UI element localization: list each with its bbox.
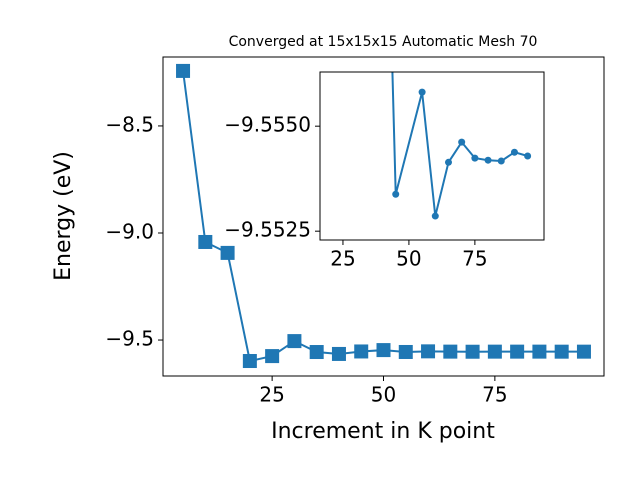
- data-point: [465, 344, 480, 359]
- axes-frame: [162, 56, 605, 377]
- x-tick-label: 25: [259, 383, 284, 407]
- data-point: [331, 346, 346, 361]
- chart-title: Converged at 15x15x15 Automatic Mesh 70: [229, 34, 538, 50]
- data-point: [198, 234, 213, 249]
- data-point: [421, 344, 436, 359]
- data-point: [510, 344, 525, 359]
- data-point: [471, 154, 479, 162]
- data-point: [554, 344, 569, 359]
- y-tick-label: −9.0: [105, 219, 154, 243]
- data-point: [354, 344, 369, 359]
- x-tick-label: 50: [371, 383, 396, 407]
- y-axis-label: Energy (eV): [51, 151, 76, 281]
- x-tick-label: 75: [462, 247, 487, 271]
- data-point: [392, 190, 400, 198]
- data-point: [176, 63, 191, 78]
- axes-frame: [319, 71, 545, 241]
- data-point: [431, 212, 439, 220]
- x-axis-label: Increment in K point: [271, 419, 495, 444]
- data-point: [484, 156, 492, 164]
- y-tick-label: −9.5550: [224, 113, 311, 137]
- x-tick-label: 75: [482, 383, 507, 407]
- data-point: [443, 344, 458, 359]
- x-tick-label: 50: [396, 247, 421, 271]
- data-point: [497, 157, 505, 165]
- data-point: [444, 158, 452, 166]
- data-point: [418, 88, 426, 96]
- data-point: [242, 354, 257, 369]
- y-tick-label: −8.5: [105, 112, 154, 136]
- data-point: [220, 245, 235, 260]
- data-point: [524, 152, 532, 160]
- plot-area: [176, 63, 591, 369]
- data-point: [532, 344, 547, 359]
- data-point: [376, 343, 391, 358]
- y-tick-label: −9.5525: [224, 218, 311, 242]
- plot-area: [391, 72, 532, 220]
- y-tick-label: −9.5: [105, 327, 154, 351]
- data-point: [510, 148, 518, 156]
- data-point: [487, 344, 502, 359]
- data-point: [309, 345, 324, 360]
- data-point: [398, 344, 413, 359]
- inset-background: [320, 72, 544, 240]
- data-point: [458, 138, 466, 146]
- data-point: [576, 344, 591, 359]
- data-point: [287, 334, 302, 349]
- x-tick-label: 25: [330, 247, 355, 271]
- data-point: [265, 349, 280, 364]
